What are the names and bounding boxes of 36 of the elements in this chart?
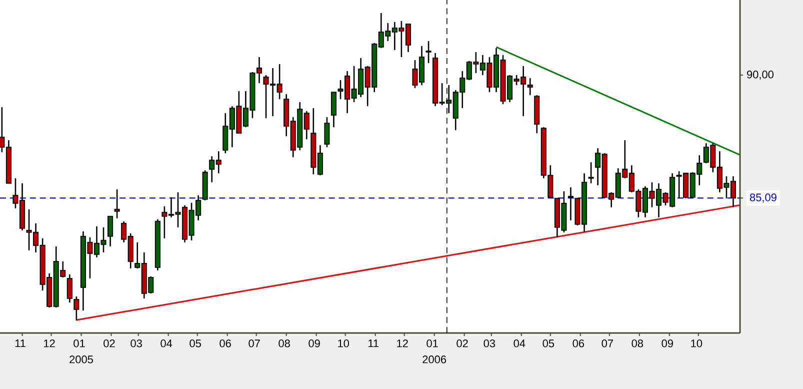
- candlestick: [108, 216, 114, 248]
- x-tick-label: 11: [368, 340, 378, 348]
- x-tick-label: 06: [572, 340, 584, 348]
- candlestick: [66, 274, 72, 304]
- candlestick: [74, 296, 80, 322]
- x-tick-label: 05: [542, 340, 554, 348]
- x-tick-label: 10: [338, 340, 349, 348]
- x-tick-label: 12: [397, 340, 408, 348]
- candlestick: [527, 77, 533, 96]
- x-tick-label: 04: [160, 340, 172, 348]
- candlestick: [426, 40, 432, 64]
- x-tick-label: 02: [104, 340, 115, 348]
- x-tick-label: 07: [248, 340, 260, 348]
- y-tick-label: 85,09: [750, 194, 776, 203]
- x-tick-label: 01: [426, 340, 438, 348]
- x-tick-label: 09: [662, 340, 673, 348]
- x-tick-label: 01: [74, 340, 85, 348]
- x-tick-label: 09: [308, 340, 320, 348]
- x-tick-label: 06: [220, 340, 231, 348]
- x-tick-label: 05: [190, 340, 201, 348]
- text: 2005: [70, 356, 93, 364]
- y-tick-label: 90,00: [747, 70, 774, 80]
- x-tick-label: 02: [456, 340, 468, 348]
- candlestick: [324, 116, 330, 148]
- x-tick-label: 04: [514, 340, 526, 348]
- x-tick-label: 03: [130, 340, 142, 348]
- x-tick-label: 08: [632, 340, 644, 348]
- candlestick: [330, 91, 336, 128]
- x-tick-label: 07: [602, 340, 613, 348]
- candlestick: [114, 188, 120, 219]
- x-tick-label: 08: [278, 340, 290, 348]
- x-tick-label: 10: [691, 340, 702, 348]
- text: 2006: [422, 356, 446, 364]
- x-tick-label: 11: [15, 340, 26, 348]
- x-tick-label: 12: [44, 340, 55, 348]
- x-tick-label: 03: [484, 340, 496, 348]
